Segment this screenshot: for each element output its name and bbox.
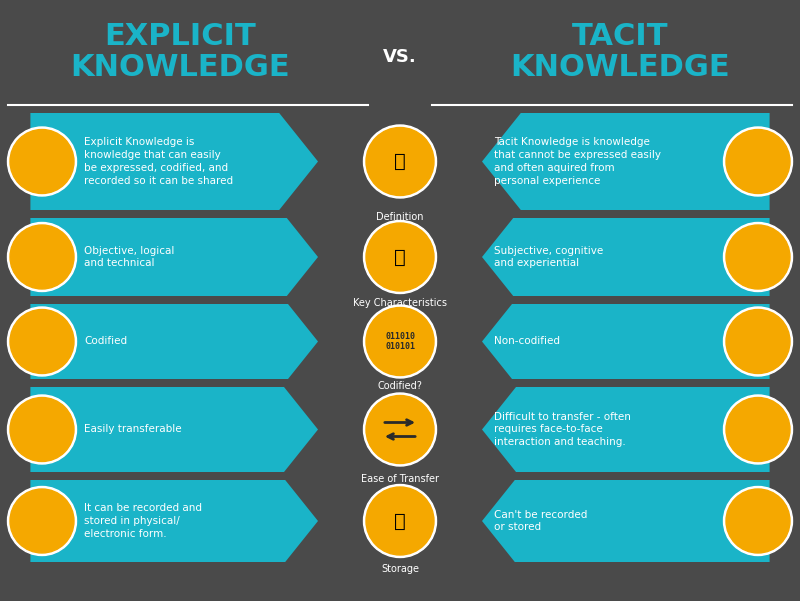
Circle shape (726, 129, 790, 194)
Circle shape (366, 308, 434, 376)
Circle shape (7, 486, 77, 555)
Polygon shape (30, 218, 318, 296)
Circle shape (366, 223, 434, 291)
Text: Non-codified: Non-codified (494, 337, 560, 347)
Text: Difficult to transfer - often
requires face-to-face
interaction and teaching.: Difficult to transfer - often requires f… (494, 412, 631, 447)
Circle shape (10, 397, 74, 462)
Circle shape (7, 395, 77, 464)
Text: 🔍: 🔍 (394, 248, 406, 266)
Circle shape (363, 484, 437, 558)
Circle shape (10, 225, 74, 289)
Circle shape (10, 489, 74, 553)
Text: It can be recorded and
stored in physical/
electronic form.: It can be recorded and stored in physica… (84, 503, 202, 539)
Text: Objective, logical
and technical: Objective, logical and technical (84, 246, 174, 269)
Text: Codified?: Codified? (378, 381, 422, 391)
Circle shape (726, 310, 790, 373)
Polygon shape (482, 218, 770, 296)
Text: Explicit Knowledge is
knowledge that can easily
be expressed, codified, and
reco: Explicit Knowledge is knowledge that can… (84, 137, 233, 186)
Circle shape (726, 397, 790, 462)
Polygon shape (482, 113, 770, 210)
Circle shape (363, 393, 437, 466)
Text: Storage: Storage (381, 564, 419, 574)
Circle shape (363, 305, 437, 378)
Text: 📖: 📖 (394, 152, 406, 171)
Text: Can't be recorded
or stored: Can't be recorded or stored (494, 510, 587, 532)
Circle shape (7, 127, 77, 196)
Circle shape (363, 125, 437, 198)
Polygon shape (30, 387, 318, 472)
Circle shape (10, 310, 74, 373)
Text: Codified: Codified (84, 337, 127, 347)
Circle shape (366, 395, 434, 463)
Text: VS.: VS. (383, 48, 417, 66)
Circle shape (726, 489, 790, 553)
Text: Tacit Knowledge is knowledge
that cannot be expressed easily
and often aquired f: Tacit Knowledge is knowledge that cannot… (494, 137, 661, 186)
Circle shape (360, 17, 440, 97)
Circle shape (363, 221, 437, 293)
Polygon shape (30, 480, 318, 562)
Text: Subjective, cognitive
and experiential: Subjective, cognitive and experiential (494, 246, 603, 269)
Circle shape (723, 307, 793, 376)
Circle shape (7, 222, 77, 291)
Circle shape (726, 225, 790, 289)
Polygon shape (482, 480, 770, 562)
Circle shape (723, 395, 793, 464)
Text: Easily transferable: Easily transferable (84, 424, 182, 435)
Text: 011010
010101: 011010 010101 (385, 332, 415, 351)
Polygon shape (482, 387, 770, 472)
Text: TACIT
KNOWLEDGE: TACIT KNOWLEDGE (510, 22, 730, 82)
Circle shape (7, 307, 77, 376)
Text: Key Characteristics: Key Characteristics (353, 298, 447, 308)
Text: Ease of Transfer: Ease of Transfer (361, 474, 439, 484)
Polygon shape (482, 304, 770, 379)
Polygon shape (30, 113, 318, 210)
Circle shape (366, 487, 434, 555)
Circle shape (723, 222, 793, 291)
Circle shape (723, 486, 793, 555)
Text: Definition: Definition (376, 212, 424, 222)
Circle shape (10, 129, 74, 194)
Circle shape (723, 127, 793, 196)
Text: EXPLICIT
KNOWLEDGE: EXPLICIT KNOWLEDGE (70, 22, 290, 82)
Circle shape (366, 127, 434, 195)
Polygon shape (30, 304, 318, 379)
Text: 🗄: 🗄 (394, 511, 406, 531)
